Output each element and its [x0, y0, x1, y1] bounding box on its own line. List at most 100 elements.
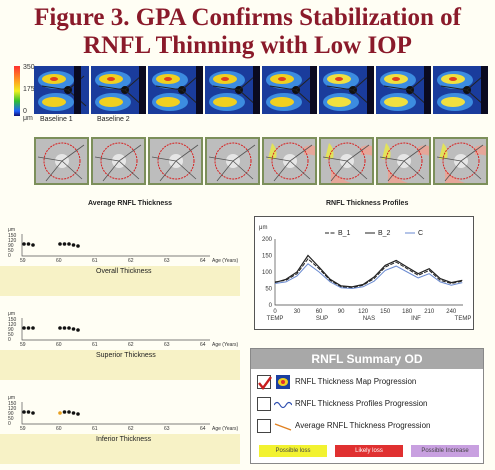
average-progression-checkbox[interactable]	[257, 419, 271, 433]
gpa-plot-svg	[21, 318, 210, 341]
gpa-data-point	[26, 410, 31, 414]
profile-y-tick: 0	[269, 303, 273, 309]
gpa-data-point	[58, 411, 62, 415]
gpa-y-tick: 50	[8, 416, 14, 422]
summary-row-profiles: RNFL Thickness Profiles Progression	[255, 397, 481, 413]
gpa-plot: μm 150 120 90 50 0 59 60 61 62 63 64 Age (Years) Over…	[0, 227, 240, 296]
legend-possible-increase: Possible Increase	[411, 445, 479, 457]
profile-region-label: NAS	[363, 316, 375, 322]
gpa-x-axis-label: Age (Years)	[212, 426, 239, 432]
gpa-y-tick: 0	[8, 253, 11, 259]
gpa-x-tick: 63	[164, 426, 170, 432]
gpa-y-tick: 120	[8, 406, 17, 412]
gpa-y-tick: 150	[8, 233, 17, 239]
gpa-x-tick: 64	[200, 342, 206, 348]
gpa-data-point	[67, 326, 71, 330]
profile-x-tick: 90	[338, 309, 345, 315]
thickness-map	[91, 66, 146, 114]
gpa-plot-name: Inferior Thickness	[96, 436, 152, 443]
rnfl-summary-panel: RNFL Summary OD RNFL Thickness Map Progr…	[250, 348, 484, 464]
gpa-data-point	[62, 242, 67, 246]
gpa-y-tick: 0	[8, 337, 11, 343]
gpa-data-point	[71, 327, 76, 331]
summary-row-profiles-label: RNFL Thickness Profiles Progression	[295, 399, 428, 408]
map-progression-checkbox[interactable]	[257, 375, 272, 390]
thickness-map	[148, 66, 203, 114]
gpa-data-point	[76, 244, 80, 248]
gpa-band	[0, 266, 240, 296]
fundus-image	[262, 137, 317, 185]
fundus-image	[148, 137, 203, 185]
fundus-image	[319, 137, 374, 185]
profile-x-tick: 210	[424, 309, 435, 315]
gpa-plot-svg	[21, 234, 210, 257]
profile-legend-label: B_1	[338, 230, 351, 237]
gpa-x-tick: 63	[164, 342, 170, 348]
fundus-image	[91, 137, 146, 185]
gpa-data-point	[22, 326, 26, 330]
average-thickness-title: Average RNFL Thickness	[88, 200, 173, 207]
gpa-x-tick: 61	[92, 426, 98, 432]
profile-x-tick: 180	[402, 309, 413, 315]
gpa-x-tick: 62	[128, 426, 134, 432]
profile-region-label: INF	[411, 316, 421, 322]
profile-legend-label: B_2	[378, 230, 391, 237]
fundus-image	[433, 137, 488, 185]
profile-y-tick: 150	[262, 254, 273, 260]
gpa-data-point	[31, 326, 35, 330]
profile-y-tick: 100	[262, 270, 273, 276]
gpa-x-tick: 61	[92, 258, 98, 264]
thickness-map	[205, 66, 260, 114]
gpa-x-tick: 59	[20, 258, 26, 264]
gpa-y-tick: 150	[8, 401, 17, 407]
fundus-image	[34, 137, 89, 185]
gpa-data-point	[71, 243, 76, 247]
profile-axes	[274, 239, 463, 306]
summary-row-average: Average RNFL Thickness Progression	[255, 419, 481, 435]
thickness-map	[34, 66, 89, 114]
gpa-data-point	[71, 411, 76, 415]
gpa-y-unit: μm	[8, 311, 16, 317]
thickness-map	[376, 66, 431, 114]
color-scale-bar	[14, 66, 20, 116]
gpa-data-point	[22, 410, 26, 414]
gpa-plot-name: Overall Thickness	[96, 268, 152, 275]
fundus-image	[376, 137, 431, 185]
figure-title-line-1: Figure 3. GPA Confirms Stabilization of	[34, 4, 461, 31]
profile-series-line	[274, 258, 463, 289]
figure-title: Figure 3. GPA Confirms Stabilization of …	[0, 4, 495, 60]
gpa-y-unit: μm	[8, 395, 16, 401]
profile-x-tick: 60	[316, 309, 323, 315]
summary-row-map: RNFL Thickness Map Progression	[255, 375, 481, 391]
gpa-data-point	[22, 242, 26, 246]
profile-x-tick: 0	[273, 309, 277, 315]
gpa-plot-name: Superior Thickness	[96, 352, 156, 359]
thickness-map	[433, 66, 488, 114]
profile-region-label: TEMP	[455, 316, 472, 322]
gpa-data-point	[26, 326, 31, 330]
figure-title-line-2: RNFL Thinning with Low IOP	[83, 32, 412, 59]
profiles-title: RNFL Thickness Profiles	[326, 200, 409, 207]
gpa-data-point	[62, 410, 67, 414]
profile-x-tick: 150	[380, 309, 391, 315]
gpa-x-tick: 61	[92, 342, 98, 348]
legend-possible-loss: Possible loss	[259, 445, 327, 457]
wave-line-icon	[274, 401, 292, 409]
profile-legend-label: C	[418, 230, 423, 237]
gpa-x-tick: 59	[20, 426, 26, 432]
map-label-baseline-1: Baseline 1	[40, 116, 73, 123]
profile-x-tick: 30	[294, 309, 301, 315]
gpa-axis	[21, 234, 210, 257]
gpa-data-point	[26, 242, 31, 246]
gpa-band	[0, 434, 240, 464]
gpa-x-tick: 62	[128, 342, 134, 348]
profile-region-label: TEMP	[267, 316, 284, 322]
gpa-x-tick: 60	[56, 342, 62, 348]
slope-line-icon	[274, 423, 292, 431]
gpa-x-tick: 62	[128, 258, 134, 264]
profile-y-tick: 200	[262, 237, 273, 243]
gpa-y-unit: μm	[8, 227, 16, 233]
summary-row-average-label: Average RNFL Thickness Progression	[295, 421, 431, 430]
gpa-y-tick: 120	[8, 322, 17, 328]
profiles-progression-checkbox[interactable]	[257, 397, 271, 411]
